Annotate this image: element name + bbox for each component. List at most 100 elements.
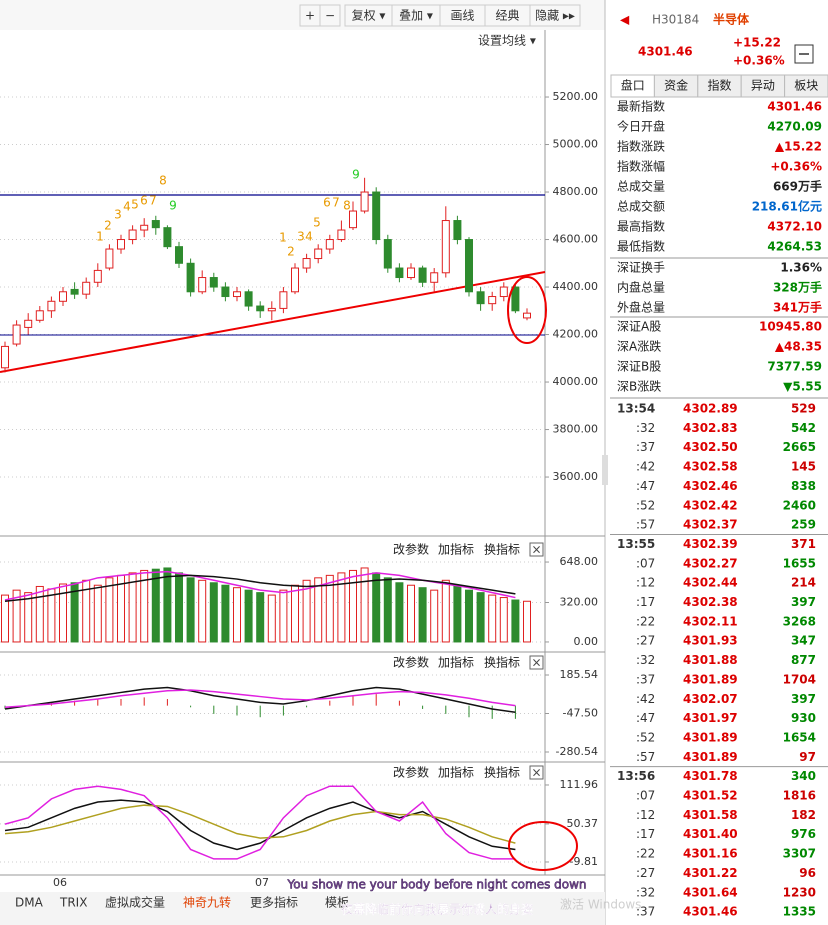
highlight-circle [508,821,578,871]
quote-label: 深B涨跌 [617,379,661,394]
candle-body [383,239,392,269]
tick-volume: 1654 [783,730,816,744]
candle-body [314,248,323,260]
back-arrow[interactable]: ◀ [620,13,630,27]
volume-bar [360,567,369,643]
volume-bar [186,577,195,643]
y-tick-label: 5200.00 [553,90,599,103]
tick-time: :37 [636,905,655,919]
subtitle-en: You show me your body before night comes… [286,878,586,892]
candle-body [35,310,44,321]
change: +15.22 [733,36,781,50]
y-tick-label: 4000.00 [553,375,599,388]
close-box[interactable] [529,542,544,557]
tick-price: 4302.42 [683,498,738,512]
tick-time: :47 [636,711,655,725]
candle-body [209,277,218,288]
close-box[interactable] [529,655,544,670]
panel-tool[interactable]: 换指标 [484,542,520,557]
tick-volume: 930 [791,711,816,725]
panel-tool[interactable]: 换指标 [484,655,520,670]
quote-value: 1.36% [780,261,822,275]
y-tick-label: 111.96 [560,778,599,791]
panel-tool[interactable]: 改参数 [393,765,429,780]
close-box[interactable] [529,765,544,780]
volume-bar [279,589,288,643]
nine-turn-label: 8 [159,174,167,188]
tick-price: 4302.50 [683,440,738,454]
price: 4301.46 [638,45,693,59]
nine-turn-label: 4 [123,200,131,214]
candle-body [140,224,149,231]
quote-value: 669万手 [773,179,822,194]
tick-volume: 97 [799,750,816,764]
splitter-handle[interactable] [602,455,608,485]
y-tick-label: 4200.00 [553,328,599,341]
tick-price: 4302.39 [683,537,738,551]
bottom-tab[interactable]: 模板 [325,896,349,910]
tick-time: :12 [636,808,655,822]
kdj-line [4,785,516,860]
bottom-tab[interactable]: DMA [15,896,44,910]
y-tick-label: -280.54 [556,745,598,758]
panel-tool[interactable]: 加指标 [438,542,474,557]
bottom-tab[interactable]: 虚拟成交量 [105,895,165,910]
tab-label: 指数 [707,78,731,93]
candle-body [221,286,230,298]
y-tick-label: 0.00 [574,635,599,648]
quote-label: 指数涨幅 [617,159,665,174]
y-tick-label: 4600.00 [553,233,599,246]
close-label: × [531,766,541,780]
candle-body [1,345,9,369]
candle-body [476,291,485,305]
tick-price: 4301.40 [683,827,738,841]
panel-tool[interactable]: 改参数 [393,542,429,557]
candle-body [198,277,207,293]
toolbar-button-label: 经典 [495,9,519,23]
tick-price: 4301.16 [683,847,738,861]
y-tick-label: 648.00 [560,555,599,568]
tick-price: 4301.93 [683,634,738,648]
candle-body [523,312,531,319]
tick-volume: 838 [791,479,816,493]
toolbar-button[interactable] [529,4,581,27]
toolbar-button[interactable] [319,4,341,27]
y-tick-label: 50.37 [567,817,599,830]
candle-body [47,300,56,312]
candle-body [12,324,21,345]
volume-bar [221,584,230,643]
quote-label: 深证B股 [617,360,661,374]
toolbar-button-label: − [325,9,335,23]
quote-label: 深证换手 [617,261,665,275]
bottom-tab[interactable]: TRIX [59,896,87,910]
tick-price: 4301.78 [683,769,738,783]
close-label: × [531,543,541,557]
panel-tool[interactable]: 加指标 [438,655,474,670]
panel-tool[interactable]: 改参数 [393,655,429,670]
nine-turn-label: 9 [352,168,360,182]
quote-value: 10945.80 [759,320,822,334]
quote-value: +0.36% [770,160,822,174]
volume-bar [117,574,125,643]
volume-bar [24,592,33,643]
bottom-tab[interactable]: 神奇九转 [183,895,231,910]
tick-time: :07 [636,789,655,803]
bottom-tab[interactable]: 更多指标 [250,895,298,910]
tick-time: 13:55 [617,537,655,551]
tick-volume: 397 [791,595,816,609]
quote-label: 深A涨跌 [617,339,661,354]
x-axis-label: 06 [53,876,67,889]
candle-body [24,319,33,328]
volume-bar [418,587,427,643]
y-tick-label: 4800.00 [553,185,599,198]
ma-setting[interactable]: 设置均线 ▾ [478,34,536,48]
watermark: 激活 Windows [560,898,641,912]
panel-tool[interactable]: 加指标 [438,765,474,780]
candle-body [93,269,102,283]
panel-tool[interactable]: 换指标 [484,765,520,780]
tick-volume: 214 [791,576,816,590]
tick-price: 4302.38 [683,595,738,609]
tick-price: 4301.52 [683,789,738,803]
nine-turn-label: 8 [343,199,351,213]
